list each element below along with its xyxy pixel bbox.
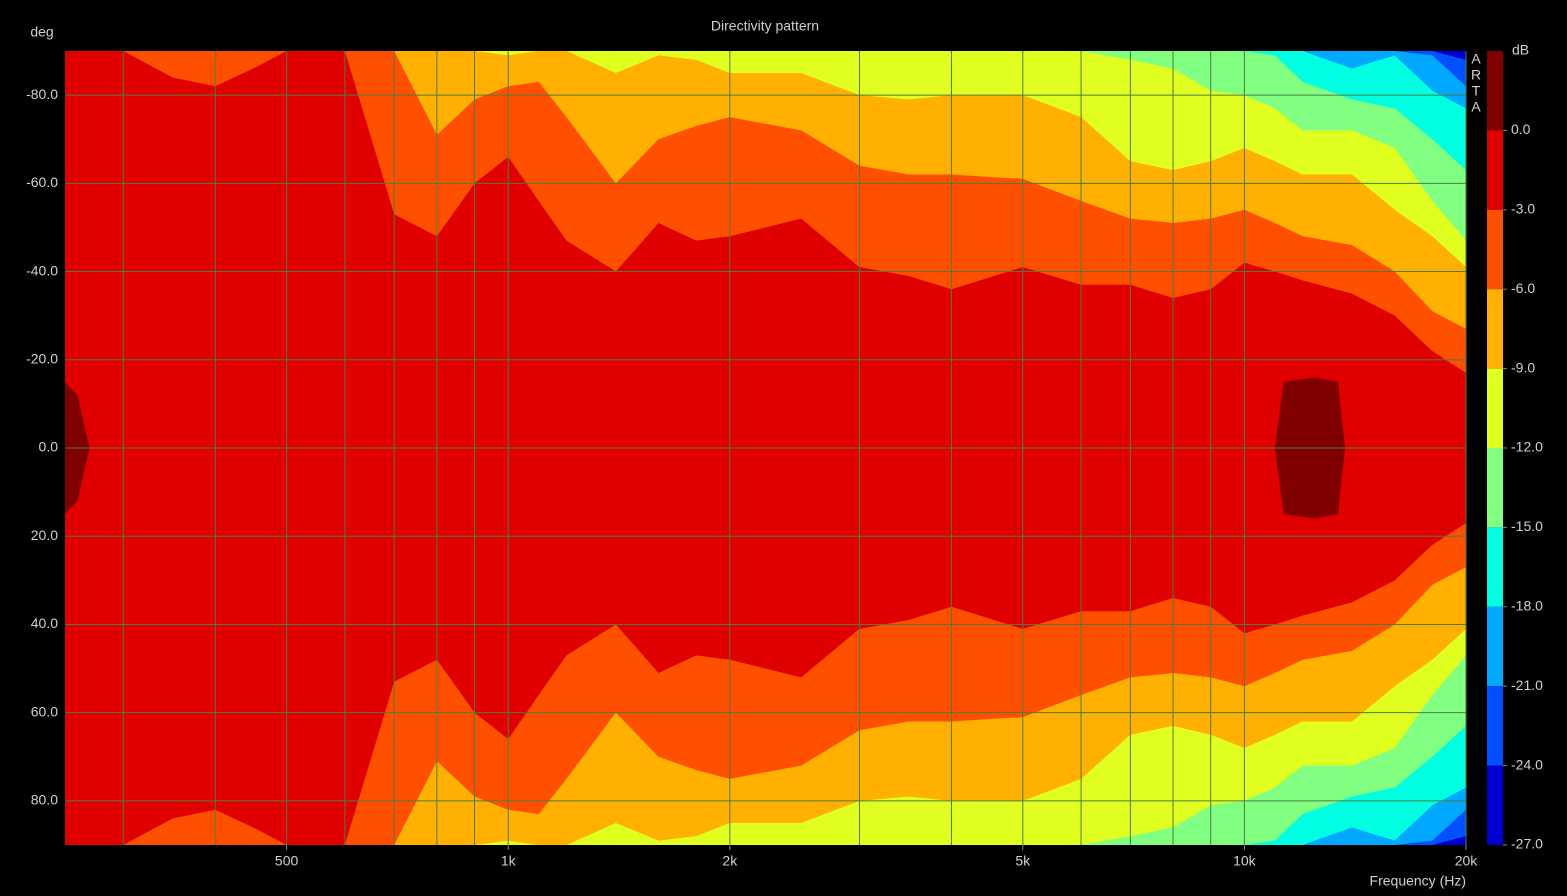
x-tick-label: 2k xyxy=(722,853,738,869)
y-tick-label: 60.0 xyxy=(31,703,58,719)
contour-band-lower xyxy=(65,628,1466,845)
chart-title: Directivity pattern xyxy=(711,18,819,34)
x-tick-label: 10k xyxy=(1233,853,1257,869)
y-tick-label: 80.0 xyxy=(31,792,58,808)
colorbar-tick-label: -9.0 xyxy=(1511,359,1535,375)
contour-band-lower xyxy=(65,725,1466,845)
colorbar-label: dB xyxy=(1512,42,1529,58)
x-tick-label: 5k xyxy=(1015,853,1031,869)
y-tick-label: 0.0 xyxy=(39,439,59,455)
y-tick-label: 40.0 xyxy=(31,615,58,631)
y-tick-label: 20.0 xyxy=(31,527,58,543)
colorbar-tick-label: 0.0 xyxy=(1511,121,1531,137)
watermark-letter: A xyxy=(1471,51,1481,67)
y-tick-label: -40.0 xyxy=(26,262,58,278)
colorbar-tick-label: -21.0 xyxy=(1511,677,1543,693)
contour-band-upper xyxy=(65,51,1466,109)
colorbar-band xyxy=(1487,448,1503,528)
x-tick-label: 500 xyxy=(275,853,299,869)
watermark-letter: R xyxy=(1471,67,1481,83)
colorbar-band xyxy=(1487,527,1503,607)
x-axis-label: Frequency (Hz) xyxy=(1370,873,1466,889)
contour-band-upper xyxy=(65,51,1466,268)
colorbar-band xyxy=(1487,209,1503,290)
contour-band-upper xyxy=(65,51,1466,171)
colorbar-band xyxy=(1487,289,1503,369)
colorbar-tick-label: -6.0 xyxy=(1511,280,1535,296)
colorbar-band xyxy=(1487,368,1503,448)
x-tick-label: 20k xyxy=(1455,853,1479,869)
watermark-letter: T xyxy=(1472,83,1481,99)
colorbar-band xyxy=(1487,686,1503,766)
colorbar-band xyxy=(1487,606,1503,687)
colorbar-tick-label: -18.0 xyxy=(1511,598,1543,614)
watermark-letter: A xyxy=(1471,99,1481,115)
colorbar-band xyxy=(1487,130,1503,210)
colorbar-tick-label: -3.0 xyxy=(1511,201,1535,217)
colorbar-tick-label: -27.0 xyxy=(1511,836,1543,852)
colorbar-band xyxy=(1487,765,1503,845)
colorbar-tick-label: -15.0 xyxy=(1511,518,1543,534)
colorbar-band xyxy=(1487,51,1503,131)
y-tick-label: -80.0 xyxy=(26,86,58,102)
colorbar-tick-label: -24.0 xyxy=(1511,756,1543,772)
y-tick-label: -60.0 xyxy=(26,174,58,190)
colorbar-tick-label: -12.0 xyxy=(1511,439,1543,455)
contour-band-lower xyxy=(65,787,1466,845)
x-tick-label: 1k xyxy=(501,853,517,869)
y-axis-label: deg xyxy=(30,24,53,40)
y-tick-label: -20.0 xyxy=(26,350,58,366)
